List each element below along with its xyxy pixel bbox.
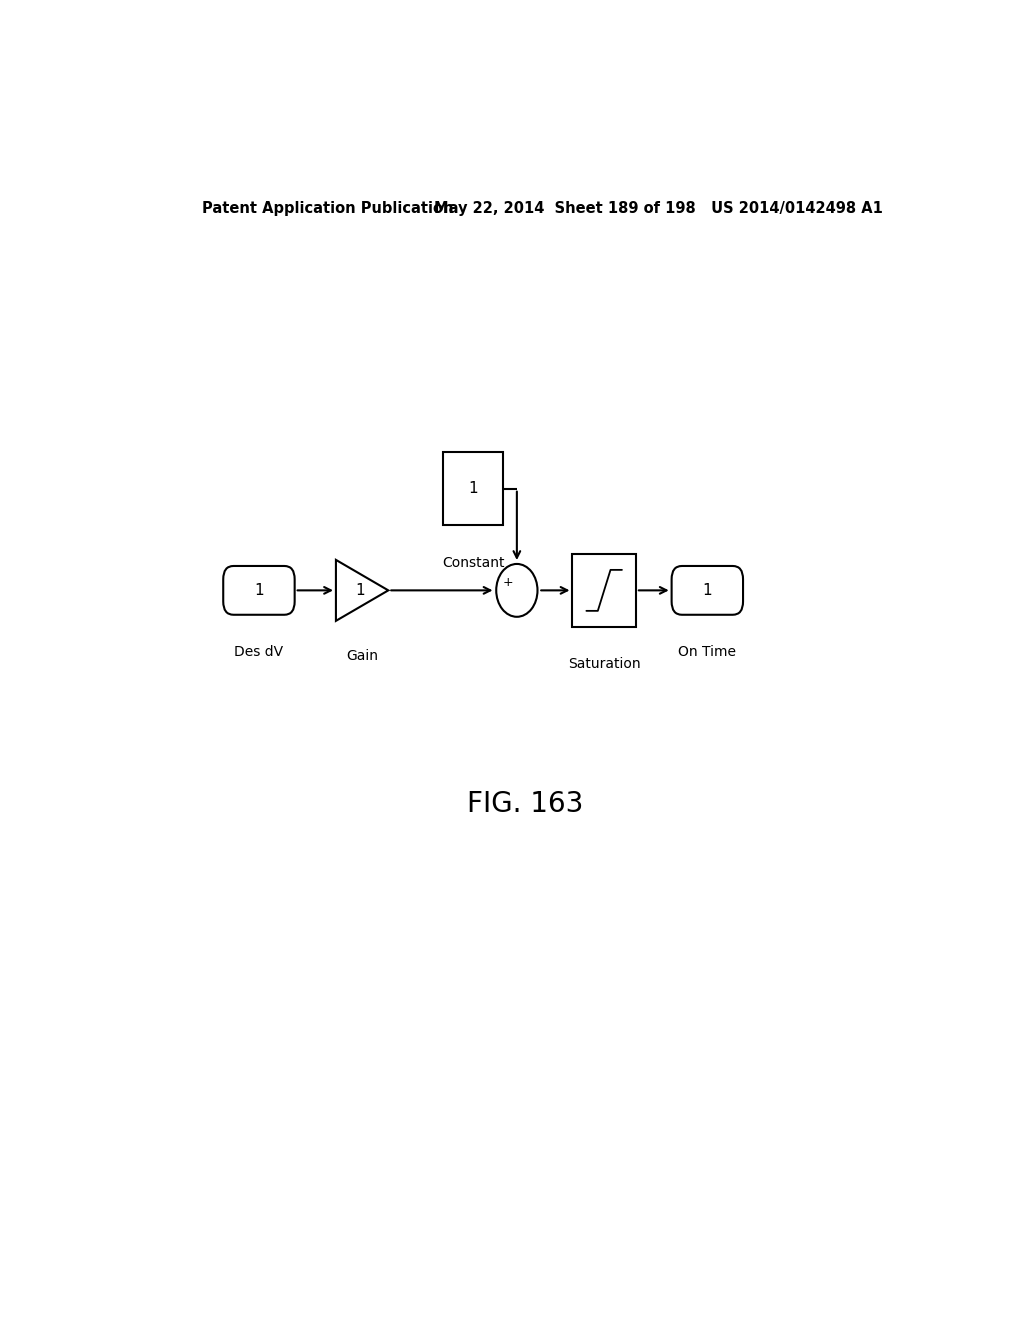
Text: 1: 1: [468, 482, 478, 496]
Text: Des dV: Des dV: [234, 645, 284, 659]
Text: May 22, 2014  Sheet 189 of 198   US 2014/0142498 A1: May 22, 2014 Sheet 189 of 198 US 2014/01…: [433, 201, 883, 216]
Text: Gain: Gain: [346, 649, 378, 664]
Text: FIG. 163: FIG. 163: [467, 789, 583, 818]
Text: 1: 1: [254, 583, 264, 598]
Bar: [572, 554, 636, 627]
Text: 1: 1: [702, 583, 712, 598]
Text: Constant: Constant: [442, 556, 505, 570]
Text: +: +: [502, 576, 513, 589]
Text: 1: 1: [355, 583, 365, 598]
Text: Saturation: Saturation: [568, 657, 640, 672]
Bar: [443, 453, 503, 525]
Text: Patent Application Publication: Patent Application Publication: [202, 201, 454, 216]
Text: On Time: On Time: [678, 645, 736, 659]
